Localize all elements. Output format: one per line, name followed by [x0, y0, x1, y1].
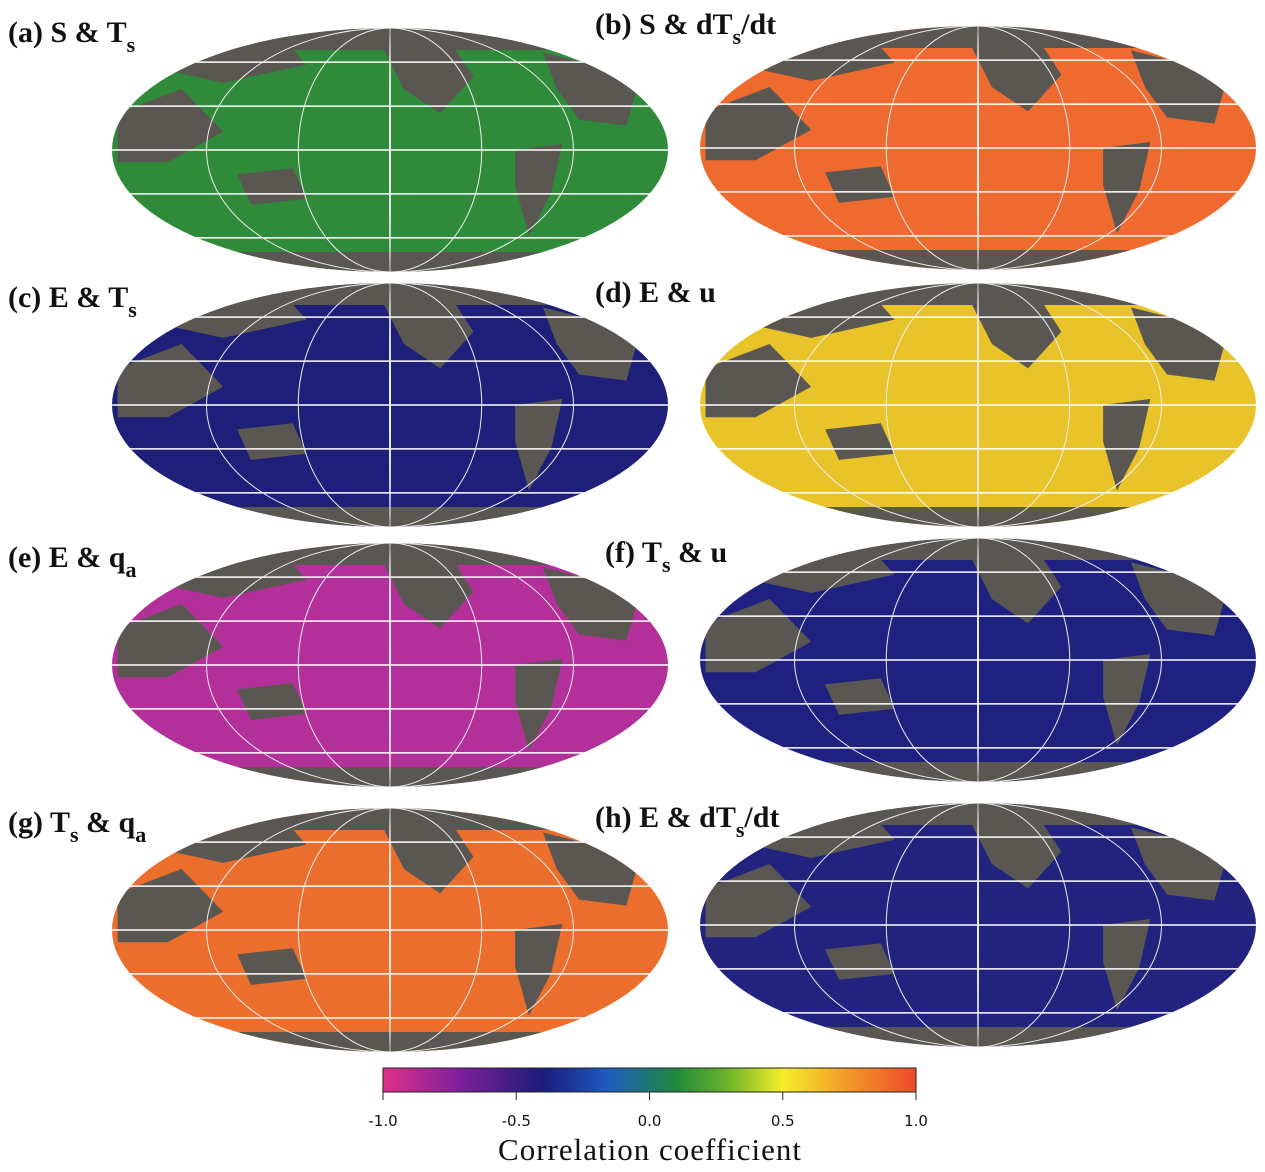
tick-label: 0.0 [638, 1112, 662, 1130]
map-panel [700, 538, 1256, 782]
label-text: (c) E & T [8, 281, 128, 314]
map-panel [112, 543, 668, 787]
panel-label: (g) Ts & qa [8, 806, 146, 847]
map-panel [700, 26, 1256, 270]
subscript: a [135, 822, 146, 847]
label-text: (f) T [605, 536, 662, 569]
meridian [978, 26, 979, 270]
tick-label: 0.5 [771, 1112, 795, 1130]
colorbar [383, 1068, 916, 1092]
tick-label: 1.0 [904, 1112, 928, 1130]
label-text: (h) E & dT [595, 801, 736, 834]
label-text: (d) E & u [595, 276, 716, 309]
label-text: /dt [743, 801, 779, 834]
map-panel [112, 283, 668, 527]
tick-label: -0.5 [502, 1112, 531, 1130]
subscript: s [127, 32, 136, 57]
subscript: s [128, 297, 137, 322]
label-text: (b) S & dT [595, 8, 733, 41]
label-text: & q [79, 806, 136, 839]
meridian [390, 808, 391, 1052]
label-text: (a) S & T [8, 16, 127, 49]
label-text: (e) E & q [8, 541, 126, 574]
panel-label: (f) Ts & u [605, 536, 727, 577]
figure: Correlation coefficient (a) S & Ts(b) S … [0, 0, 1265, 1172]
panel-label: (h) E & dTs/dt [595, 801, 779, 842]
meridian [390, 283, 391, 527]
panel-label: (a) S & Ts [8, 16, 136, 57]
label-text: (g) T [8, 806, 70, 839]
meridian [390, 543, 391, 787]
meridian [978, 538, 979, 782]
map-panel [112, 28, 668, 272]
meridian [978, 803, 979, 1047]
colorbar-label: Correlation coefficient [498, 1132, 802, 1167]
map-panel [700, 283, 1256, 527]
label-text: & u [671, 536, 728, 569]
panel-label: (e) E & qa [8, 541, 136, 582]
meridian [390, 28, 391, 272]
label-text: /dt [740, 8, 776, 41]
panel-label: (d) E & u [595, 276, 716, 309]
tick-label: -1.0 [368, 1112, 397, 1130]
subscript: a [125, 557, 136, 582]
meridian [978, 283, 979, 527]
map-panel [112, 808, 668, 1052]
map-panel [700, 803, 1256, 1047]
panel-label: (c) E & Ts [8, 281, 137, 322]
panel-label: (b) S & dTs/dt [595, 8, 776, 49]
